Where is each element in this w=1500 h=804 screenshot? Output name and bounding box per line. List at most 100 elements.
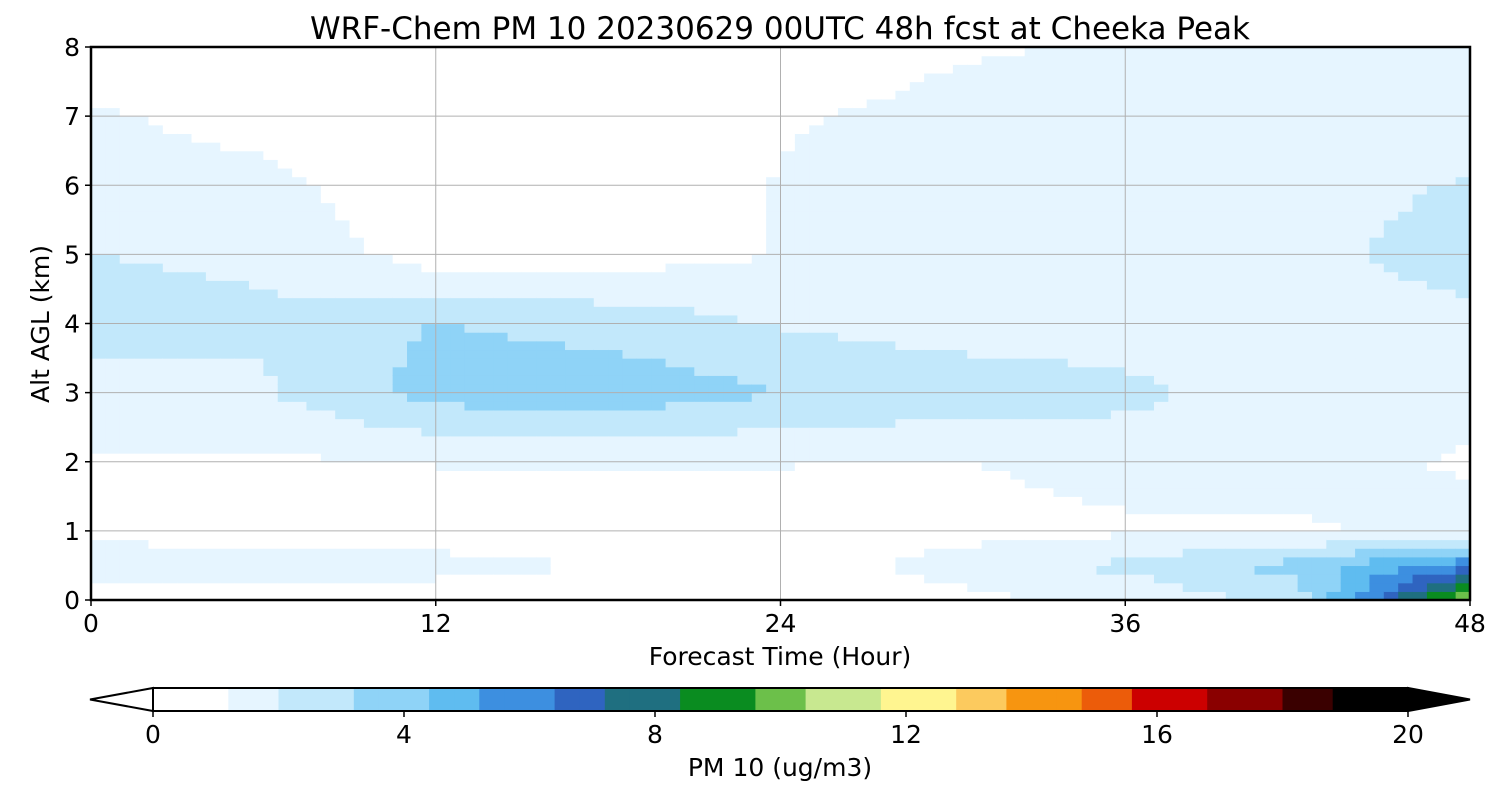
heatmap-cell — [1168, 167, 1184, 178]
heatmap-cell — [407, 90, 422, 100]
heatmap-cell — [220, 453, 236, 463]
heatmap-cell — [737, 124, 753, 135]
heatmap-cell — [450, 323, 466, 333]
heatmap-cell — [852, 271, 868, 281]
heatmap-cell — [464, 237, 480, 247]
heatmap-cell — [407, 349, 422, 359]
heatmap-cell — [378, 124, 394, 135]
heatmap-cell — [579, 211, 595, 221]
heatmap-cell — [521, 358, 537, 368]
heatmap-cell — [780, 522, 796, 532]
heatmap-cell — [292, 332, 308, 342]
heatmap-cell — [119, 263, 135, 273]
heatmap-cell — [938, 98, 954, 109]
heatmap-cell — [435, 427, 451, 437]
heatmap-cell — [665, 375, 681, 385]
heatmap-cell — [378, 332, 394, 342]
heatmap-cell — [679, 47, 695, 57]
heatmap-cell — [1067, 237, 1083, 247]
heatmap-cell — [177, 116, 193, 126]
heatmap-cell — [895, 539, 911, 549]
heatmap-cell — [378, 513, 394, 523]
heatmap-cell — [277, 530, 293, 541]
heatmap-cell — [91, 228, 106, 238]
heatmap-cell — [593, 219, 609, 230]
heatmap-cell — [1153, 211, 1169, 221]
heatmap-cell — [1082, 418, 1098, 428]
heatmap-cell — [852, 375, 868, 385]
heatmap-cell — [608, 591, 624, 601]
heatmap-cell — [407, 582, 422, 592]
heatmap-cell — [478, 314, 494, 325]
heatmap-cell — [292, 55, 308, 65]
heatmap-cell — [205, 427, 221, 437]
heatmap-cell — [464, 64, 480, 74]
heatmap-cell — [1010, 245, 1026, 255]
heatmap-cell — [1125, 513, 1141, 523]
heatmap-cell — [493, 228, 509, 238]
heatmap-cell — [1082, 228, 1098, 238]
heatmap-cell — [320, 461, 336, 471]
heatmap-cell — [320, 340, 336, 351]
heatmap-cell — [1139, 245, 1155, 255]
heatmap-cell — [205, 461, 221, 471]
heatmap-cell — [1110, 219, 1126, 230]
heatmap-cell — [1067, 349, 1083, 359]
heatmap-cell — [651, 306, 667, 316]
heatmap-cell — [967, 582, 983, 592]
heatmap-cell — [493, 409, 509, 420]
heatmap-cell — [866, 280, 882, 290]
heatmap-cell — [105, 574, 121, 584]
heatmap-cell — [1125, 107, 1141, 117]
heatmap-cell — [349, 107, 365, 117]
heatmap-cell — [435, 280, 451, 290]
heatmap-cell — [909, 142, 925, 152]
heatmap-cell — [1182, 297, 1198, 307]
heatmap-cell — [450, 245, 466, 255]
heatmap-cell — [349, 591, 365, 601]
heatmap-cell — [435, 539, 451, 549]
heatmap-cell — [995, 47, 1011, 57]
heatmap-cell — [134, 150, 150, 160]
heatmap-cell — [220, 150, 236, 160]
heatmap-cell — [1153, 574, 1169, 584]
heatmap-cell — [651, 479, 667, 489]
heatmap-cell — [751, 504, 767, 515]
heatmap-cell — [866, 375, 882, 385]
heatmap-cell — [981, 193, 997, 204]
heatmap-cell — [579, 98, 595, 109]
heatmap-cell — [493, 72, 509, 83]
heatmap-cell — [737, 211, 753, 221]
heatmap-cell — [924, 470, 940, 480]
heatmap-cell — [335, 55, 351, 65]
heatmap-cell — [177, 323, 193, 333]
heatmap-cell — [249, 185, 264, 195]
heatmap-cell — [708, 340, 724, 351]
heatmap-cell — [852, 90, 868, 100]
heatmap-cell — [636, 504, 652, 515]
heatmap-cell — [493, 124, 509, 135]
heatmap-cell — [134, 228, 150, 238]
heatmap-cell — [292, 288, 308, 299]
heatmap-cell — [119, 332, 135, 342]
heatmap-cell — [119, 453, 135, 463]
heatmap-cell — [823, 358, 839, 368]
heatmap-cell — [105, 237, 121, 247]
heatmap-cell — [751, 55, 767, 65]
heatmap-cell — [392, 582, 408, 592]
heatmap-cell — [536, 306, 552, 316]
heatmap-cell — [1024, 245, 1040, 255]
heatmap-cell — [967, 513, 983, 523]
heatmap-cell — [794, 366, 810, 376]
heatmap-cell — [866, 513, 882, 523]
heatmap-cell — [852, 522, 868, 532]
heatmap-cell — [780, 150, 796, 160]
heatmap-cell — [1039, 504, 1055, 515]
heatmap-cell — [780, 263, 796, 273]
heatmap-cell — [205, 228, 221, 238]
heatmap-cell — [1110, 116, 1126, 126]
heatmap-cell — [780, 116, 796, 126]
heatmap-cell — [895, 358, 911, 368]
heatmap-cell — [938, 306, 954, 316]
heatmap-cell — [924, 133, 940, 143]
